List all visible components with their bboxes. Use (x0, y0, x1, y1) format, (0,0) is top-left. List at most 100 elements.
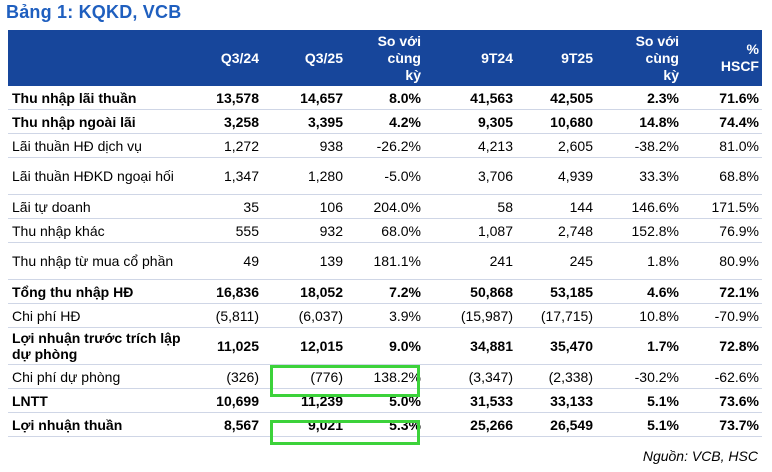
table-cell: 1.8% (596, 242, 682, 280)
table-row: Thu nhập khác 555 932 68.0% 1,087 2,748 152.8%… (8, 218, 762, 243)
table-cell: 139 (262, 242, 346, 280)
table-cell: 72.8% (682, 327, 762, 365)
table-body: Thu nhập lãi thuần 13,578 14,657 8.0% 41,563… (8, 86, 762, 437)
table-row: Chi phí HĐ (5,811) (6,037) 3.9% (15,987) (17,… (8, 303, 762, 328)
row-label: Thu nhập khác (8, 218, 186, 243)
table-cell: (3,347) (424, 364, 516, 389)
table-row: Lãi tự doanh 35 106 204.0% 58 144 146.6% 171.5% (8, 194, 762, 219)
table-cell: 146.6% (596, 194, 682, 219)
table-cell: 35 (186, 194, 262, 219)
table-cell: 4,939 (516, 157, 596, 195)
table-cell: -30.2% (596, 364, 682, 389)
table-cell: 14,657 (262, 86, 346, 110)
table-row: Lãi thuần HĐKD ngoại hối 1,347 1,280 -5.0% 3… (8, 157, 762, 195)
table-cell: -38.2% (596, 133, 682, 158)
row-label: Lãi thuần HĐKD ngoại hối (8, 157, 186, 195)
table-cell: 1,087 (424, 218, 516, 243)
table-cell: 106 (262, 194, 346, 219)
header-cell: Q3/25 (262, 30, 346, 86)
table-cell: 4,213 (424, 133, 516, 158)
header-cell: 9T24 (424, 30, 516, 86)
table-cell: 41,563 (424, 86, 516, 110)
row-label: Thu nhập ngoài lãi (8, 109, 186, 134)
table-cell: 8.0% (346, 86, 424, 110)
table-cell: 33,133 (516, 388, 596, 413)
table-cell: 4.2% (346, 109, 424, 134)
row-label: Lợi nhuận thuần (8, 412, 186, 437)
table-cell: (5,811) (186, 303, 262, 328)
table-cell: 932 (262, 218, 346, 243)
table-cell: 73.6% (682, 388, 762, 413)
table-cell: 5.1% (596, 412, 682, 437)
highlight-box-net-profit (270, 420, 420, 445)
table-cell: 4.6% (596, 279, 682, 304)
table-cell: 138.2% (346, 364, 424, 389)
table-cell: 5.0% (346, 388, 424, 413)
row-label: Thu nhập lãi thuần (8, 86, 186, 110)
table-cell: 26,549 (516, 412, 596, 437)
table-cell: 3,258 (186, 109, 262, 134)
highlight-box-provision (270, 365, 420, 397)
table-cell: -5.0% (346, 157, 424, 195)
table-row: LNTT 10,699 11,239 5.0% 31,533 33,133 5.1% 73.6… (8, 388, 762, 413)
header-cell: So với cùng kỳ (346, 30, 424, 86)
table-cell: 2.3% (596, 86, 682, 110)
header-cell: Q3/24 (186, 30, 262, 86)
table-cell: 18,052 (262, 279, 346, 304)
table-cell: 53,185 (516, 279, 596, 304)
table-cell: 181.1% (346, 242, 424, 280)
table-cell: 2,748 (516, 218, 596, 243)
table-cell: 33.3% (596, 157, 682, 195)
table-cell: 245 (516, 242, 596, 280)
table-cell: 171.5% (682, 194, 762, 219)
table-row: Thu nhập ngoài lãi 3,258 3,395 4.2% 9,305 10,… (8, 109, 762, 134)
table-cell: 71.6% (682, 86, 762, 110)
table-cell: (6,037) (262, 303, 346, 328)
table-cell: 10,680 (516, 109, 596, 134)
row-label: LNTT (8, 388, 186, 413)
table-cell: 50,868 (424, 279, 516, 304)
table-cell: 74.4% (682, 109, 762, 134)
table-cell: 144 (516, 194, 596, 219)
table-title: Bảng 1: KQKD, VCB (6, 2, 182, 22)
row-label: Lãi thuần HĐ dịch vụ (8, 133, 186, 158)
table-cell: 152.8% (596, 218, 682, 243)
table-cell: 1,272 (186, 133, 262, 158)
table-cell: 73.7% (682, 412, 762, 437)
table-cell: 10,699 (186, 388, 262, 413)
table-cell: -26.2% (346, 133, 424, 158)
row-label: Lợi nhuận trước trích lập dự phòng (8, 327, 186, 365)
row-label: Tổng thu nhập HĐ (8, 279, 186, 304)
table-row: Tổng thu nhập HĐ 16,836 18,052 7.2% 50,868 53… (8, 279, 762, 304)
table-cell: 8,567 (186, 412, 262, 437)
table-cell: 68.8% (682, 157, 762, 195)
table-cell: 1.7% (596, 327, 682, 365)
table-cell: 72.1% (682, 279, 762, 304)
table-cell: 16,836 (186, 279, 262, 304)
table-cell: 68.0% (346, 218, 424, 243)
table-row: Lợi nhuận thuần 8,567 9,021 5.3% 25,266 26,54… (8, 412, 762, 437)
table-row: Thu nhập lãi thuần 13,578 14,657 8.0% 41,563… (8, 86, 762, 110)
table-cell: 9,021 (262, 412, 346, 437)
table-cell: 25,266 (424, 412, 516, 437)
table-cell: 80.9% (682, 242, 762, 280)
table-cell: (326) (186, 364, 262, 389)
row-label: Thu nhập từ mua cổ phần (8, 242, 186, 280)
table-cell: 1,347 (186, 157, 262, 195)
table-cell: 35,470 (516, 327, 596, 365)
table-cell: 81.0% (682, 133, 762, 158)
header-cell: % HSCF (682, 30, 762, 86)
table-cell: 9.0% (346, 327, 424, 365)
header-cell: 9T25 (516, 30, 596, 86)
table-cell: 5.1% (596, 388, 682, 413)
table-cell: 7.2% (346, 279, 424, 304)
table-cell: -62.6% (682, 364, 762, 389)
table-cell: 1,280 (262, 157, 346, 195)
table-cell: 58 (424, 194, 516, 219)
table-cell: 14.8% (596, 109, 682, 134)
table-row: Lãi thuần HĐ dịch vụ 1,272 938 -26.2% 4,213 2… (8, 133, 762, 158)
table-cell: 76.9% (682, 218, 762, 243)
table-row: Chi phí dự phòng (326) (776) 138.2% (3,347)(… (8, 364, 762, 389)
table-cell: 12,015 (262, 327, 346, 365)
table-cell: 49 (186, 242, 262, 280)
